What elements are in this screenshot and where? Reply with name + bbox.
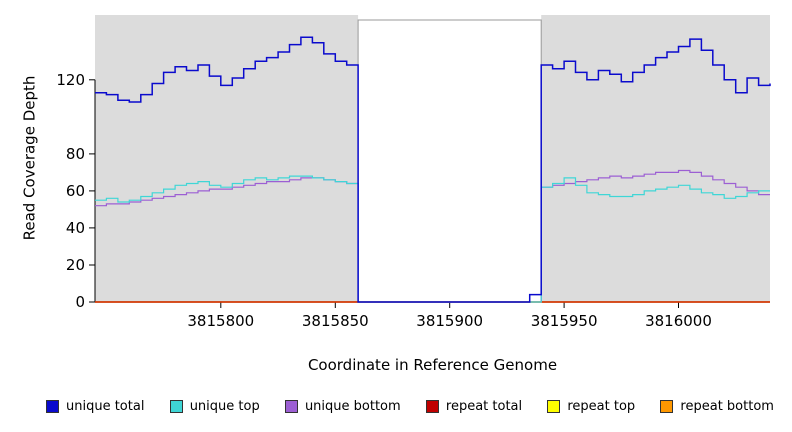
legend-label-repeat-top: repeat top (567, 399, 636, 414)
y-tick-label: 120 (56, 71, 85, 89)
x-axis-title: Coordinate in Reference Genome (307, 356, 558, 374)
legend-item-unique-top: unique top (169, 399, 260, 414)
legend-swatch-unique-top (169, 400, 183, 413)
legend-label-unique-top: unique top (189, 399, 260, 414)
y-tick-label: 60 (66, 182, 85, 200)
legend-swatch-unique-total (46, 400, 59, 413)
legend-label-repeat-bottom: repeat bottom (680, 399, 774, 414)
legend-item-unique-total: unique total (46, 399, 144, 414)
series-unique-total (95, 36, 771, 303)
y-tick-label: 80 (66, 145, 85, 163)
y-axis-title: Read Coverage Depth (20, 75, 39, 241)
y-tick-label: 40 (66, 219, 85, 237)
x-tick-label: 3815900 (416, 312, 483, 330)
coverage-plot-canvas: 0 20 40 60 80 120 3815800 3815850 3815900 3815950… (56, 15, 771, 330)
legend-label-repeat-total: repeat total (445, 399, 523, 414)
legend-label-unique-bottom: unique bottom (304, 399, 401, 414)
legend-swatch-repeat-total (425, 400, 439, 413)
x-tick-label: 3815950 (531, 312, 598, 330)
y-tick-label: 0 (75, 293, 85, 311)
legend-swatch-repeat-top (547, 400, 561, 413)
legend-swatch-unique-bottom (284, 400, 298, 413)
shaded-region (95, 15, 359, 302)
x-tick-label: 3816000 (645, 312, 712, 330)
masked-region (357, 19, 542, 303)
legend-swatch-repeat-bottom (660, 400, 674, 413)
legend-item-unique-bottom: unique bottom (284, 399, 401, 414)
legend-item-repeat-top: repeat top (547, 399, 635, 414)
legend-item-repeat-total: repeat total (425, 399, 523, 414)
x-tick-label: 3815850 (302, 312, 369, 330)
legend-label-unique-total: unique total (66, 399, 145, 414)
legend: unique total unique top unique bottom re… (0, 399, 792, 414)
x-tick-label: 3815800 (187, 312, 254, 330)
y-tick-label: 20 (66, 256, 85, 274)
legend-item-repeat-bottom: repeat bottom (660, 399, 774, 414)
